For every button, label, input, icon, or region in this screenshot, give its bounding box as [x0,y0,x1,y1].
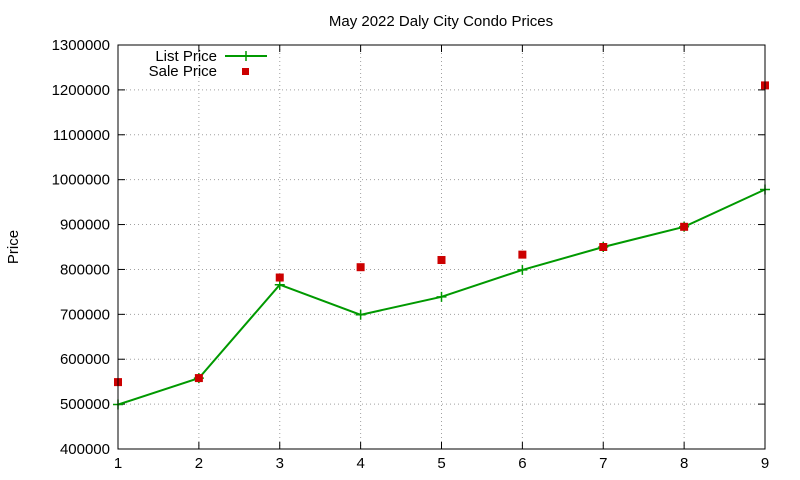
x-tick-label: 1 [114,455,122,472]
tick-layer: 400000 500000 600000 700000 800000 900000 1000… [52,37,770,472]
x-tick-label: 4 [356,455,364,472]
legend-label-sale-price: Sale Price [149,63,217,80]
x-tick-label: 5 [437,455,445,472]
y-tick-label: 1300000 [52,37,110,54]
y-tick-label: 900000 [60,217,110,234]
list-price-point [355,309,366,320]
legend-label-list-price: List Price [155,48,217,65]
x-tick-label: 6 [518,455,526,472]
x-tick-label: 2 [195,455,203,472]
plot-frame [117,44,766,450]
sale-price-point [356,263,365,272]
x-tick-label: 8 [680,455,688,472]
sale-price-point [599,243,608,251]
legend-marker-sale-price [242,68,249,75]
x-tick-label: 9 [761,455,769,472]
y-tick-label: 1200000 [52,82,110,99]
list-price-point [517,264,528,275]
sale-price-point [194,374,203,383]
list-price-point [436,291,447,302]
chart-title: May 2022 Daly City Condo Prices [329,13,553,30]
x-tick-label: 7 [599,455,607,472]
y-tick-label: 800000 [60,261,110,278]
y-tick-label: 400000 [60,441,110,458]
y-tick-label: 600000 [60,351,110,368]
sale-price-point [518,250,527,259]
sale-price-point [680,222,689,231]
sale-price-point [275,273,284,282]
x-tick-label: 3 [276,455,284,472]
sale-price-point [437,256,446,265]
y-axis-label: Price [5,230,22,264]
y-tick-label: 700000 [60,306,110,323]
legend-marker-list-price [241,51,251,61]
y-tick-label: 1100000 [53,127,110,144]
legend: List Price Sale Price [149,48,267,80]
y-tick-label: 1000000 [52,172,110,189]
y-tick-label: 500000 [60,396,110,413]
